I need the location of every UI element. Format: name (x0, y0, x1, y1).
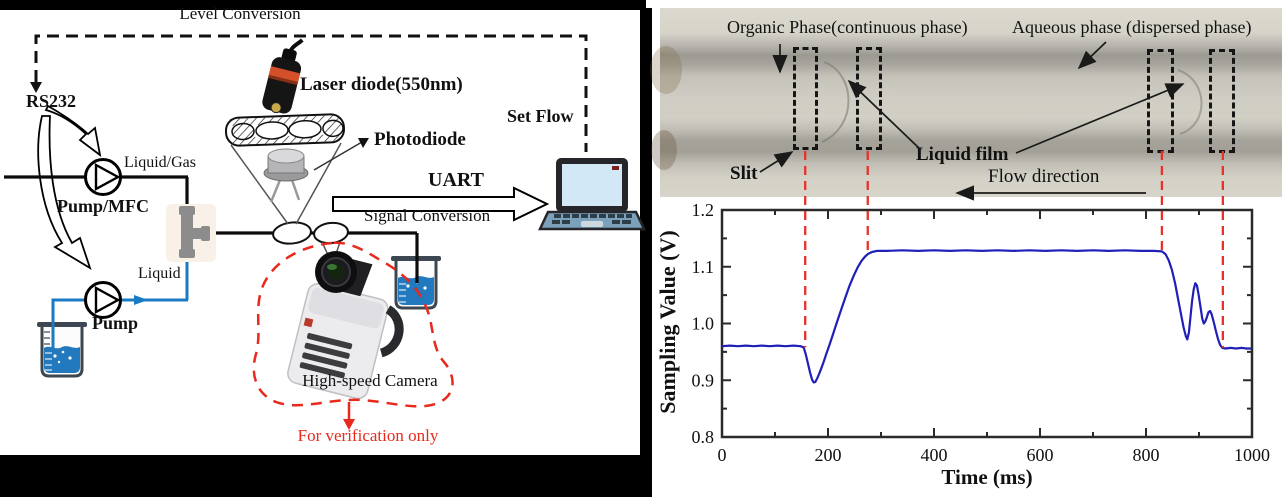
liquid-film-arrow-right (1015, 83, 1185, 154)
liquid-film-label: Liquid film (916, 144, 1009, 165)
photo-edge-smudge-2 (651, 130, 677, 170)
verification-dashed-outline (252, 241, 454, 408)
aqueous-phase-label: Aqueous phase (dispersed phase) (1012, 17, 1252, 37)
high-speed-camera-icon (287, 251, 404, 400)
microchannel-photo (660, 8, 1282, 197)
svg-text:400: 400 (921, 445, 948, 465)
setup-diagram (4, 34, 646, 430)
laser-diode-icon (262, 38, 304, 114)
rs232-label: RS232 (26, 91, 77, 111)
svg-text:800: 800 (1133, 445, 1160, 465)
sensing-zone-ellipse-2 (313, 221, 349, 245)
photodiode-pointer-arrowhead (358, 138, 369, 148)
photodiode-icon (263, 148, 309, 203)
left-panel-frame-right (640, 8, 652, 457)
slit-box-3 (1147, 49, 1174, 153)
verification-arrowhead (343, 419, 355, 430)
photodiode-label: Photodiode (374, 129, 466, 150)
rs232-to-pumpmfc-arrow (44, 104, 102, 158)
flow-direction-label: Flow direction (988, 166, 1100, 187)
level-conversion-label: Level Conversion (179, 4, 301, 23)
slit-box-1 (793, 47, 818, 150)
slit-label: Slit (730, 163, 758, 184)
liquid-film-arrow-left (847, 79, 922, 151)
liquid-gas-label: Liquid/Gas (124, 154, 196, 171)
pump-label: Pump (92, 313, 139, 333)
uart-arrow (332, 186, 550, 222)
svg-text:0: 0 (718, 445, 727, 465)
for-verification-only-label: For verification only (297, 426, 439, 445)
svg-text:1.1: 1.1 (692, 257, 715, 277)
photodiode-pointer-line (313, 141, 363, 171)
svg-text:600: 600 (1027, 445, 1054, 465)
liquid-flow-arrowhead (134, 295, 148, 305)
droplet-cap-right (1177, 69, 1203, 135)
svg-text:200: 200 (815, 445, 842, 465)
svg-text:0.8: 0.8 (692, 427, 715, 447)
level-conversion-dashed-path (30, 34, 588, 152)
organic-phase-label: Organic Phase(continuous phase) (727, 17, 968, 37)
aqueous-phase-arrow (1077, 41, 1107, 70)
signal-conversion-label: Signal Conversion (364, 206, 491, 225)
x-axis-title: Time (ms) (941, 465, 1033, 489)
liquid-label: Liquid (138, 265, 181, 282)
svg-text:1.2: 1.2 (692, 200, 715, 220)
droplet-cap-left (821, 61, 850, 143)
left-panel-frame-top (0, 0, 646, 10)
pump-mfc-symbol (84, 158, 122, 196)
svg-text:1000: 1000 (1234, 445, 1270, 465)
set-flow-label: Set Flow (507, 106, 574, 126)
laptop-icon (538, 158, 646, 231)
pump-symbol (84, 281, 122, 319)
microchannel-drawing (224, 113, 346, 147)
right-panel-overlay: 0 200 400 600 800 1000 0.8 0.9 1.0 1.1 1.2 (650, 41, 1270, 465)
left-panel-frame-bottom (0, 455, 652, 497)
pump-mfc-label: Pump/MFC (57, 196, 149, 216)
svg-text:0.9: 0.9 (692, 370, 715, 390)
photo-annotation-arrows (759, 41, 1185, 201)
slit-box-2 (856, 47, 882, 150)
signal-curve (721, 249, 1252, 384)
uart-label: UART (428, 169, 484, 191)
photo-edge-smudge-1 (650, 46, 682, 94)
rs232-to-pump-arrow (37, 115, 92, 271)
t-junction (166, 204, 216, 262)
high-speed-camera-label: High-speed Camera (302, 371, 438, 390)
sensing-zone-ellipse-1 (272, 221, 312, 245)
svg-text:1.0: 1.0 (692, 314, 715, 334)
beaker-left (37, 322, 87, 378)
rs232-arrowhead (30, 82, 42, 93)
slit-arrow (759, 151, 794, 173)
sampling-chart: 0 200 400 600 800 1000 0.8 0.9 1.0 1.1 1.2 (692, 151, 1270, 465)
laser-diode-label: Laser diode(550nm) (300, 74, 463, 95)
